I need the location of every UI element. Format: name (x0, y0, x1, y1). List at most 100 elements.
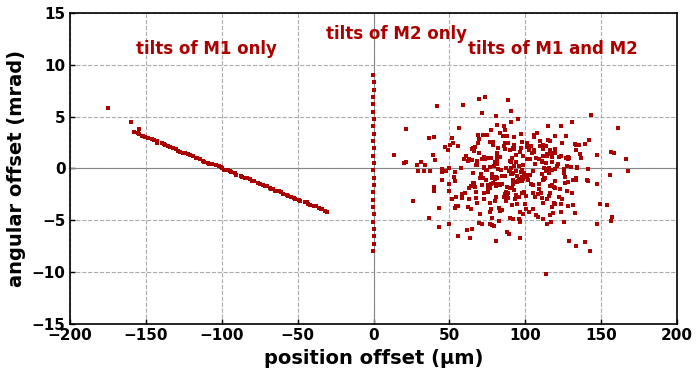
Point (549, 133, 560, 139)
Point (528, 132, 540, 138)
Point (472, 162, 483, 168)
Point (476, 221, 487, 227)
Point (545, 183, 556, 189)
Point (540, 175, 551, 181)
Point (486, 139, 497, 145)
Point (368, 204, 379, 210)
Point (489, 198, 500, 204)
Point (253, 180, 264, 186)
Point (254, 181, 265, 187)
Point (513, 163, 524, 169)
Point (195, 156, 206, 162)
Point (407, 198, 419, 204)
Point (621, 156, 632, 162)
Point (546, 167, 557, 173)
Point (368, 234, 379, 240)
Point (583, 178, 594, 184)
Point (420, 162, 431, 168)
Point (538, 176, 550, 181)
Point (508, 188, 519, 194)
Point (190, 154, 202, 160)
Point (458, 102, 469, 108)
Point (496, 167, 507, 173)
Point (125, 118, 136, 124)
Point (490, 159, 501, 165)
Point (452, 203, 463, 209)
Point (450, 202, 461, 208)
Point (510, 192, 521, 198)
Point (182, 152, 193, 157)
Point (564, 238, 575, 244)
Point (500, 140, 511, 146)
Point (496, 181, 507, 187)
Point (517, 176, 528, 182)
Point (496, 207, 507, 213)
Point (534, 138, 545, 144)
Point (575, 156, 587, 162)
Point (448, 174, 459, 180)
Point (451, 194, 462, 200)
Point (612, 124, 624, 130)
Point (128, 129, 139, 135)
Point (521, 193, 532, 199)
Point (525, 143, 536, 149)
Point (368, 109, 379, 115)
Point (491, 194, 502, 200)
Point (490, 113, 501, 119)
Point (479, 156, 490, 162)
Point (368, 131, 379, 137)
Point (550, 201, 561, 207)
Point (606, 214, 617, 220)
Point (368, 146, 379, 152)
Point (501, 191, 512, 197)
Point (486, 127, 497, 133)
Point (436, 177, 447, 183)
Point (192, 155, 203, 161)
Point (586, 112, 597, 118)
Point (443, 182, 454, 188)
Point (531, 155, 542, 161)
Point (501, 230, 512, 236)
Point (187, 153, 198, 159)
Point (368, 153, 379, 159)
Point (475, 211, 486, 217)
Point (552, 163, 563, 169)
Point (494, 182, 505, 188)
Point (546, 166, 557, 172)
Point (493, 206, 504, 212)
Point (508, 170, 519, 176)
Point (549, 165, 560, 171)
Point (546, 159, 557, 165)
Point (538, 216, 549, 222)
Point (506, 171, 517, 177)
Point (491, 122, 503, 128)
Point (267, 186, 279, 192)
Point (484, 139, 496, 145)
Point (453, 233, 464, 239)
Point (472, 200, 483, 206)
Point (517, 166, 528, 172)
Point (517, 162, 528, 168)
Point (550, 185, 561, 191)
Point (508, 142, 519, 148)
Point (140, 134, 151, 140)
Point (583, 166, 594, 172)
Point (505, 171, 517, 177)
Point (482, 167, 493, 173)
Point (475, 175, 486, 181)
Point (582, 177, 593, 183)
Point (512, 116, 524, 122)
Point (525, 156, 536, 162)
Point (538, 153, 549, 159)
Point (246, 178, 258, 184)
Point (540, 143, 552, 149)
Point (424, 135, 435, 141)
Point (487, 180, 498, 186)
Point (226, 169, 237, 175)
Point (508, 216, 519, 222)
Point (580, 239, 591, 245)
Point (505, 119, 517, 125)
Point (526, 150, 538, 156)
Point (500, 165, 511, 171)
Point (132, 130, 143, 136)
